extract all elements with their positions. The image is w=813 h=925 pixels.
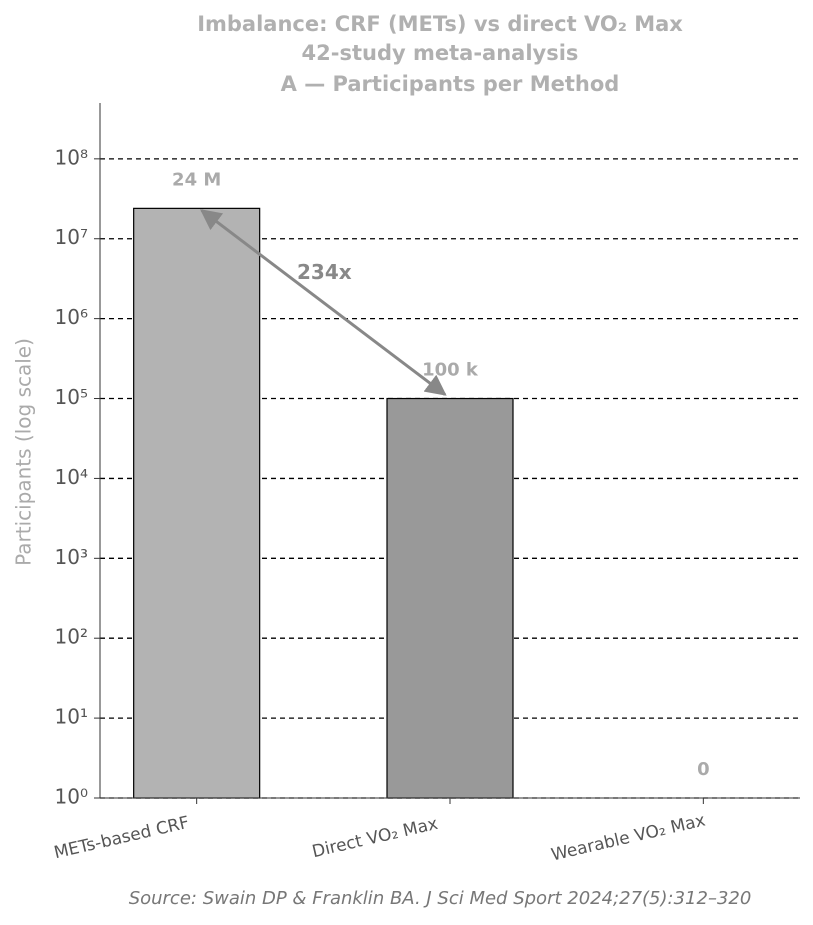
- chart-title: Imbalance: CRF (METs) vs direct VO₂ Max: [197, 12, 683, 36]
- y-axis-label: Participants (log scale): [12, 338, 36, 566]
- annotation-label: 234x: [297, 260, 352, 284]
- y-tick-label: 10²: [55, 625, 88, 649]
- y-tick-label: 10⁸: [55, 145, 88, 169]
- annotation-arrow: [199, 209, 447, 396]
- source-note: Source: Swain DP & Franklin BA. J Sci Me…: [129, 888, 752, 909]
- y-tick-label: 10⁴: [55, 465, 88, 489]
- chart-subtitle: 42-study meta-analysis: [302, 41, 579, 65]
- value-label: 0: [697, 759, 710, 780]
- value-label: 100 k: [422, 360, 479, 381]
- y-tick-label: 10⁶: [55, 305, 88, 329]
- x-tick-label: METs-based CRF: [52, 813, 191, 864]
- bar: [386, 397, 514, 799]
- x-tick-label: Wearable VO₂ Max: [549, 811, 707, 866]
- y-tick-label: 10⁷: [55, 225, 88, 249]
- panel-title: A — Participants per Method: [281, 72, 620, 96]
- y-tick-label: 10¹: [55, 705, 88, 729]
- y-tick-label: 10⁰: [55, 785, 88, 809]
- y-tick-label: 10⁵: [55, 385, 88, 409]
- y-tick-label: 10³: [55, 545, 88, 569]
- bar: [133, 207, 261, 799]
- value-label: 24 M: [172, 169, 221, 190]
- x-tick-label: Direct VO₂ Max: [310, 814, 440, 862]
